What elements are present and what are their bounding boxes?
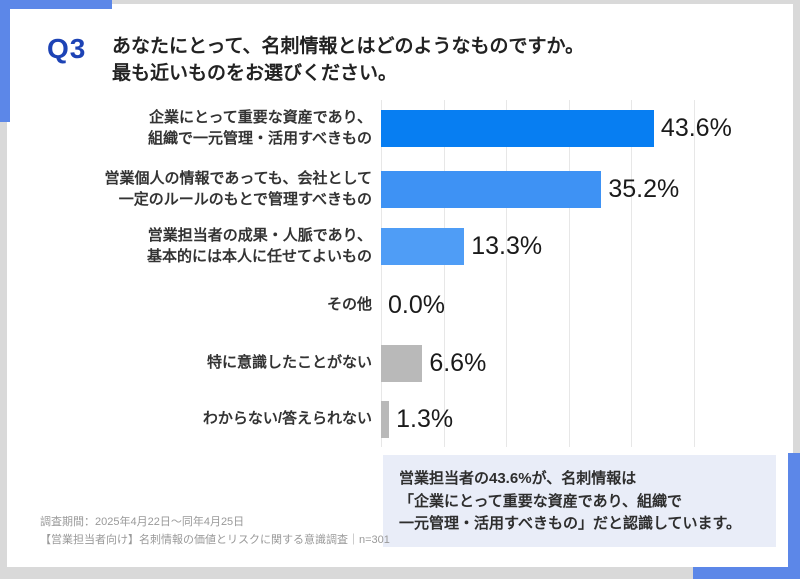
survey-period: 調査期間：2025年4月22日～同年4月25日 [40,516,245,528]
value-label: 43.6% [660,114,732,142]
bar [381,345,423,382]
bottom-right-accent-horizontal [693,567,800,579]
question-number: Q3 [47,33,87,64]
bar-cell: 35.2% [381,171,792,208]
category-label: わからない/答えられない [202,410,372,428]
chart-gridlines [381,100,695,447]
gridline-30pct [568,100,570,447]
bar-cell: 43.6% [381,110,792,147]
category-label: 企業にとって重要な資産であり、 組織で一元管理・活用すべきもの [148,109,372,147]
gridline-10pct [443,100,445,447]
question-title: あなたにとって、名刺情報とはどのようなものですか。 最も近いものをお選びください… [112,36,585,84]
bar [381,171,602,208]
chart-row: 特に意識したことがない 6.6% [0,345,792,382]
top-left-accent-horizontal [0,0,112,9]
category-label: その他 [326,296,372,314]
gridline-50pct [694,100,695,447]
chart-row: わからない/答えられない 1.3% [0,401,792,438]
bar-cell: 0.0% [381,287,792,324]
insight-callout-box: 営業担当者の43.6%が、名刺情報は 「企業にとって重要な資産であり、組織で 一… [383,455,776,547]
category-label: 特に意識したことがない [206,354,372,372]
value-label: 6.6% [429,349,487,377]
value-label: 0.0% [388,291,445,319]
bar-cell: 13.3% [381,228,792,265]
value-label: 35.2% [608,175,680,203]
category-label: 営業担当者の成果・人脈であり、 基本的には本人に任せてよいもの [146,227,372,265]
value-label: 13.3% [471,232,543,260]
chart-row: 企業にとって重要な資産であり、 組織で一元管理・活用すべきもの 43.6% [0,109,792,147]
chart-row: 営業担当者の成果・人脈であり、 基本的には本人に任せてよいもの 13.3% [0,227,792,265]
value-label: 1.3% [396,405,454,433]
survey-name: 【営業担当者向け】名刺情報の価値とリスクに関する意識調査｜n=301 [40,533,390,546]
bar-cell: 1.3% [381,401,792,438]
bar [381,401,390,438]
bottom-right-accent-vertical [788,453,800,579]
insight-text: 営業担当者の43.6%が、名刺情報は 「企業にとって重要な資産であり、組織で 一… [399,470,742,532]
chart-row: 営業個人の情報であっても、会社として 一定のルールのもとで管理すべきもの 35.… [0,170,792,208]
top-left-accent-vertical [0,0,10,122]
gridline-40pct [631,100,633,447]
gridline-0pct [381,100,382,447]
bar [381,228,465,265]
category-label: 営業個人の情報であっても、会社として 一定のルールのもとで管理すべきもの [104,170,372,208]
bar-cell: 6.6% [381,345,792,382]
gridline-20pct [506,100,508,447]
survey-footnote: 調査期間：2025年4月22日～同年4月25日 【営業担当者向け】名刺情報の価値… [40,514,390,549]
chart-row: その他 0.0% [0,287,792,324]
bar [381,110,654,147]
